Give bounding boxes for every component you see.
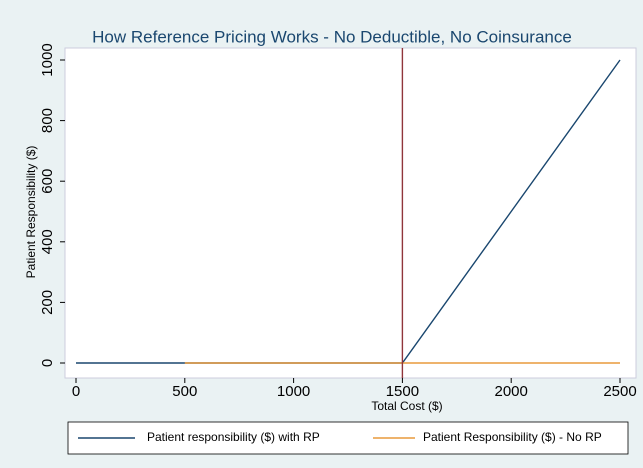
chart-title: How Reference Pricing Works - No Deducti… [92,27,572,46]
x-tick-label: 1000 [277,383,310,400]
y-tick-label: 600 [39,169,56,194]
x-tick-label: 2500 [603,383,636,400]
y-tick-label: 0 [39,359,56,367]
plot-area [64,47,637,379]
y-axis-title: Patient Responsibility ($) [24,146,38,279]
x-tick-label: 0 [72,383,80,400]
x-tick-label: 1500 [386,383,419,400]
y-tick-label: 400 [39,229,56,254]
legend [67,421,629,455]
y-tick-label: 200 [39,290,56,315]
legend-label: Patient responsibility ($) with RP [147,430,320,444]
x-axis-title: Total Cost ($) [371,399,442,413]
x-tick-label: 2000 [495,383,528,400]
y-tick-label: 800 [39,108,56,133]
y-tick-label: 1000 [39,43,56,76]
x-tick-label: 500 [172,383,197,400]
legend-label: Patient Responsibility ($) - No RP [423,430,602,444]
